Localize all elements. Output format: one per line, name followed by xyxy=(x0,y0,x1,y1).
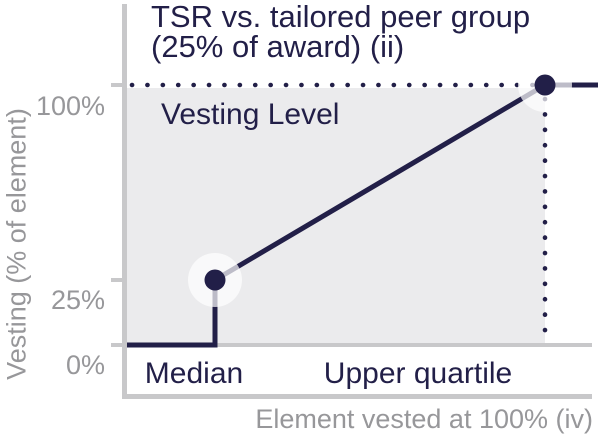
y-tick-label-100: 100% xyxy=(35,91,105,121)
y-tick-mark xyxy=(111,278,122,282)
marker-dot xyxy=(204,269,226,291)
vesting-level-annotation: Vesting Level xyxy=(161,98,340,131)
plot-area-background xyxy=(127,88,545,343)
x-axis-title: Element vested at 100% (iv) xyxy=(255,404,593,434)
chart-title: TSR vs. tailored peer group (25% of awar… xyxy=(151,0,531,64)
y-tick-mark xyxy=(111,343,122,347)
y-tick-label-0: 0% xyxy=(65,350,105,380)
zero-baseline xyxy=(127,343,592,347)
x-tick-label-upper-quartile: Upper quartile xyxy=(323,357,513,390)
x-tick-label-median: Median xyxy=(144,357,244,390)
y-tick-label-25: 25% xyxy=(50,285,105,315)
marker-dot xyxy=(534,74,556,96)
y-axis-title: Vesting (% of element) xyxy=(1,108,32,380)
chart-title-line-2: (25% of award) (ii) xyxy=(151,29,405,64)
y-tick-mark xyxy=(111,83,122,87)
y-axis-line xyxy=(122,4,127,399)
x-axis-border xyxy=(122,394,592,399)
chart-title-line-1: TSR vs. tailored peer group xyxy=(151,0,531,34)
